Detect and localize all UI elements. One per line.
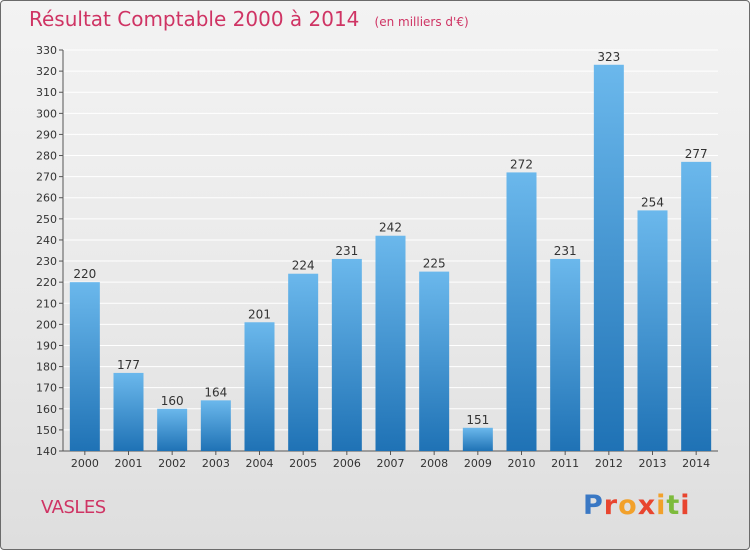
bar — [157, 408, 188, 451]
bar-value-label: 151 — [466, 413, 489, 427]
bar-value-label: 224 — [292, 259, 315, 273]
bar-value-label: 201 — [248, 307, 271, 321]
y-tick-label: 270 — [36, 171, 57, 184]
x-tick-label: 2002 — [158, 457, 186, 470]
x-tick-label: 2011 — [551, 457, 579, 470]
bar-value-label: 323 — [597, 50, 620, 64]
bar — [637, 210, 668, 451]
y-tick-label: 310 — [36, 86, 57, 99]
bar-value-label: 225 — [423, 257, 446, 271]
y-tick-label: 260 — [36, 192, 57, 205]
y-tick-label: 170 — [36, 382, 57, 395]
bar-value-label: 272 — [510, 157, 533, 171]
y-tick-label: 280 — [36, 150, 57, 163]
x-tick-label: 2008 — [420, 457, 448, 470]
bar-value-label: 231 — [335, 244, 358, 258]
y-tick-label: 180 — [36, 361, 57, 374]
bar-value-label: 160 — [161, 394, 184, 408]
bar — [288, 273, 319, 451]
commune-label: VASLES — [41, 497, 106, 518]
y-tick-label: 220 — [36, 276, 57, 289]
bar — [462, 427, 493, 451]
bar-value-label: 231 — [554, 244, 577, 258]
chart-title: Résultat Comptable 2000 à 2014 — [29, 7, 360, 31]
x-tick-label: 2007 — [377, 457, 405, 470]
x-tick-label: 2001 — [115, 457, 143, 470]
x-tick-label: 2004 — [246, 457, 274, 470]
bar — [419, 271, 450, 451]
proxiti-logo: Proxiti — [583, 490, 691, 521]
y-tick-label: 190 — [36, 339, 57, 352]
bar — [506, 172, 537, 451]
bar-value-label: 177 — [117, 358, 140, 372]
x-tick-label: 2010 — [508, 457, 536, 470]
y-tick-label: 330 — [36, 44, 57, 57]
y-tick-label: 210 — [36, 297, 57, 310]
bar — [69, 282, 100, 451]
y-tick-label: 250 — [36, 213, 57, 226]
bar-value-label: 254 — [641, 195, 664, 209]
bar — [681, 161, 712, 451]
bar — [113, 372, 144, 451]
y-tick-label: 290 — [36, 128, 57, 141]
x-tick-label: 2012 — [595, 457, 623, 470]
y-tick-label: 150 — [36, 424, 57, 437]
y-tick-label: 320 — [36, 65, 57, 78]
x-tick-label: 2006 — [333, 457, 361, 470]
x-tick-label: 2000 — [71, 457, 99, 470]
bar-value-label: 220 — [73, 267, 96, 281]
bar — [550, 258, 581, 451]
x-tick-label: 2005 — [289, 457, 317, 470]
x-tick-label: 2013 — [639, 457, 667, 470]
y-tick-label: 300 — [36, 107, 57, 120]
x-tick-label: 2003 — [202, 457, 230, 470]
y-tick-label: 230 — [36, 255, 57, 268]
x-tick-label: 2014 — [682, 457, 710, 470]
bar — [200, 400, 231, 451]
bar — [593, 64, 624, 451]
y-tick-label: 160 — [36, 403, 57, 416]
bar-value-label: 277 — [685, 147, 708, 161]
chart-subtitle: (en milliers d'€) — [374, 15, 469, 29]
title-row: Résultat Comptable 2000 à 2014 (en milli… — [29, 7, 469, 31]
bar-value-label: 164 — [204, 385, 227, 399]
x-tick-label: 2009 — [464, 457, 492, 470]
bar-value-label: 242 — [379, 221, 402, 235]
y-tick-label: 140 — [36, 445, 57, 458]
y-tick-label: 200 — [36, 318, 57, 331]
y-tick-label: 240 — [36, 234, 57, 247]
bar — [331, 258, 362, 451]
bar — [244, 322, 275, 451]
bar — [375, 235, 406, 451]
